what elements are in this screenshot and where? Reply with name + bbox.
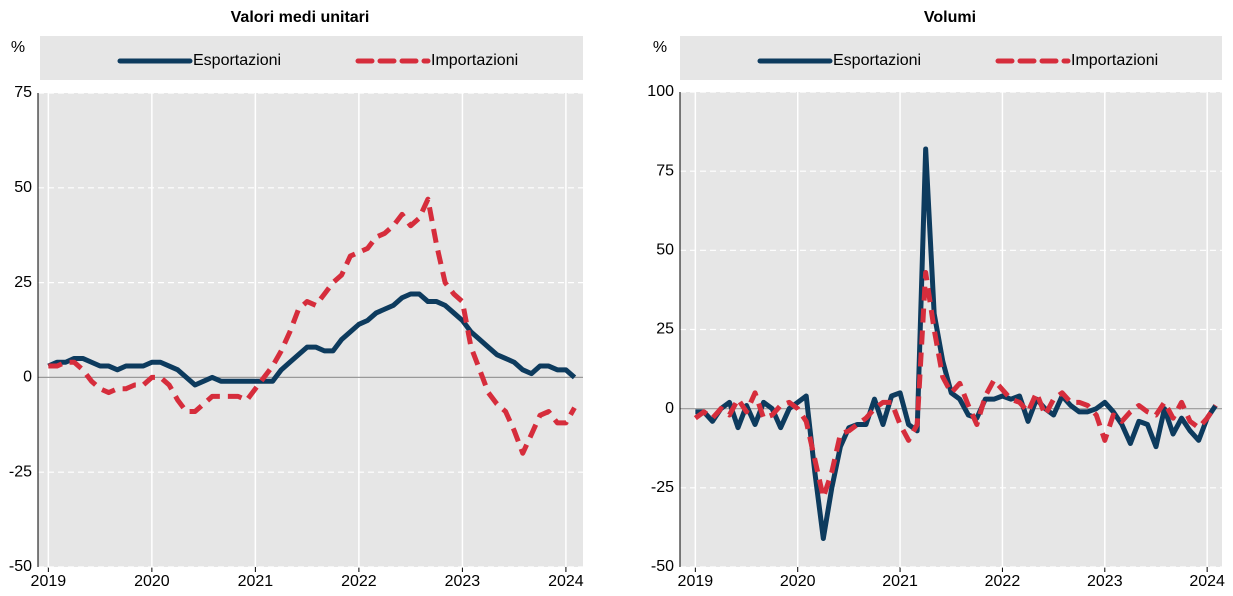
- y-tick-label: 100: [647, 83, 674, 100]
- y-tick-label: -50: [9, 558, 32, 575]
- y-tick-label: -50: [651, 558, 674, 575]
- series-line: [693, 270, 1218, 500]
- plot-area: [38, 93, 583, 567]
- y-axis-label: %: [653, 39, 667, 56]
- x-tick-label: 2020: [780, 573, 816, 590]
- chart-title: Volumi: [924, 9, 976, 26]
- x-tick-label: 2021: [238, 573, 274, 590]
- y-tick-label: 75: [14, 84, 32, 101]
- y-tick-label: 50: [14, 179, 32, 196]
- chart-title: Valori medi unitari: [231, 9, 370, 26]
- chart: Valori medi unitari% 2019 2020 2021 2022 2023…: [9, 9, 584, 590]
- series-line: [695, 146, 1218, 541]
- x-tick-label: 2022: [985, 573, 1021, 590]
- x-tick-label: 2019: [31, 573, 67, 590]
- series-line: [48, 196, 577, 456]
- chart: Volumi% 2019 2020 2021 2022 2023 2024 -50 -25 0 25…: [647, 9, 1225, 590]
- y-tick-label: 0: [23, 369, 32, 386]
- y-tick-label: -25: [651, 479, 674, 496]
- y-tick-label: 25: [14, 274, 32, 291]
- legend-box: [40, 36, 583, 80]
- x-tick-label: 2024: [548, 573, 584, 590]
- x-tick-label: 2020: [134, 573, 170, 590]
- y-tick-label: -25: [9, 463, 32, 480]
- x-tick-label: 2023: [445, 573, 481, 590]
- y-tick-label: 0: [665, 400, 674, 417]
- y-tick-label: 25: [656, 321, 674, 338]
- y-tick-label: 50: [656, 242, 674, 259]
- x-tick-label: 2023: [1087, 573, 1123, 590]
- legend-label: Esportazioni: [193, 52, 281, 69]
- legend-label: Importazioni: [431, 52, 518, 69]
- legend-label: Importazioni: [1071, 52, 1158, 69]
- y-tick-label: 75: [656, 162, 674, 179]
- x-tick-label: 2021: [882, 573, 918, 590]
- legend-box: [680, 36, 1222, 80]
- x-tick-label: 2022: [341, 573, 377, 590]
- x-tick-label: 2024: [1189, 573, 1225, 590]
- x-tick-label: 2019: [678, 573, 714, 590]
- series-line: [47, 291, 577, 388]
- y-axis-label: %: [11, 39, 25, 56]
- legend-label: Esportazioni: [833, 52, 921, 69]
